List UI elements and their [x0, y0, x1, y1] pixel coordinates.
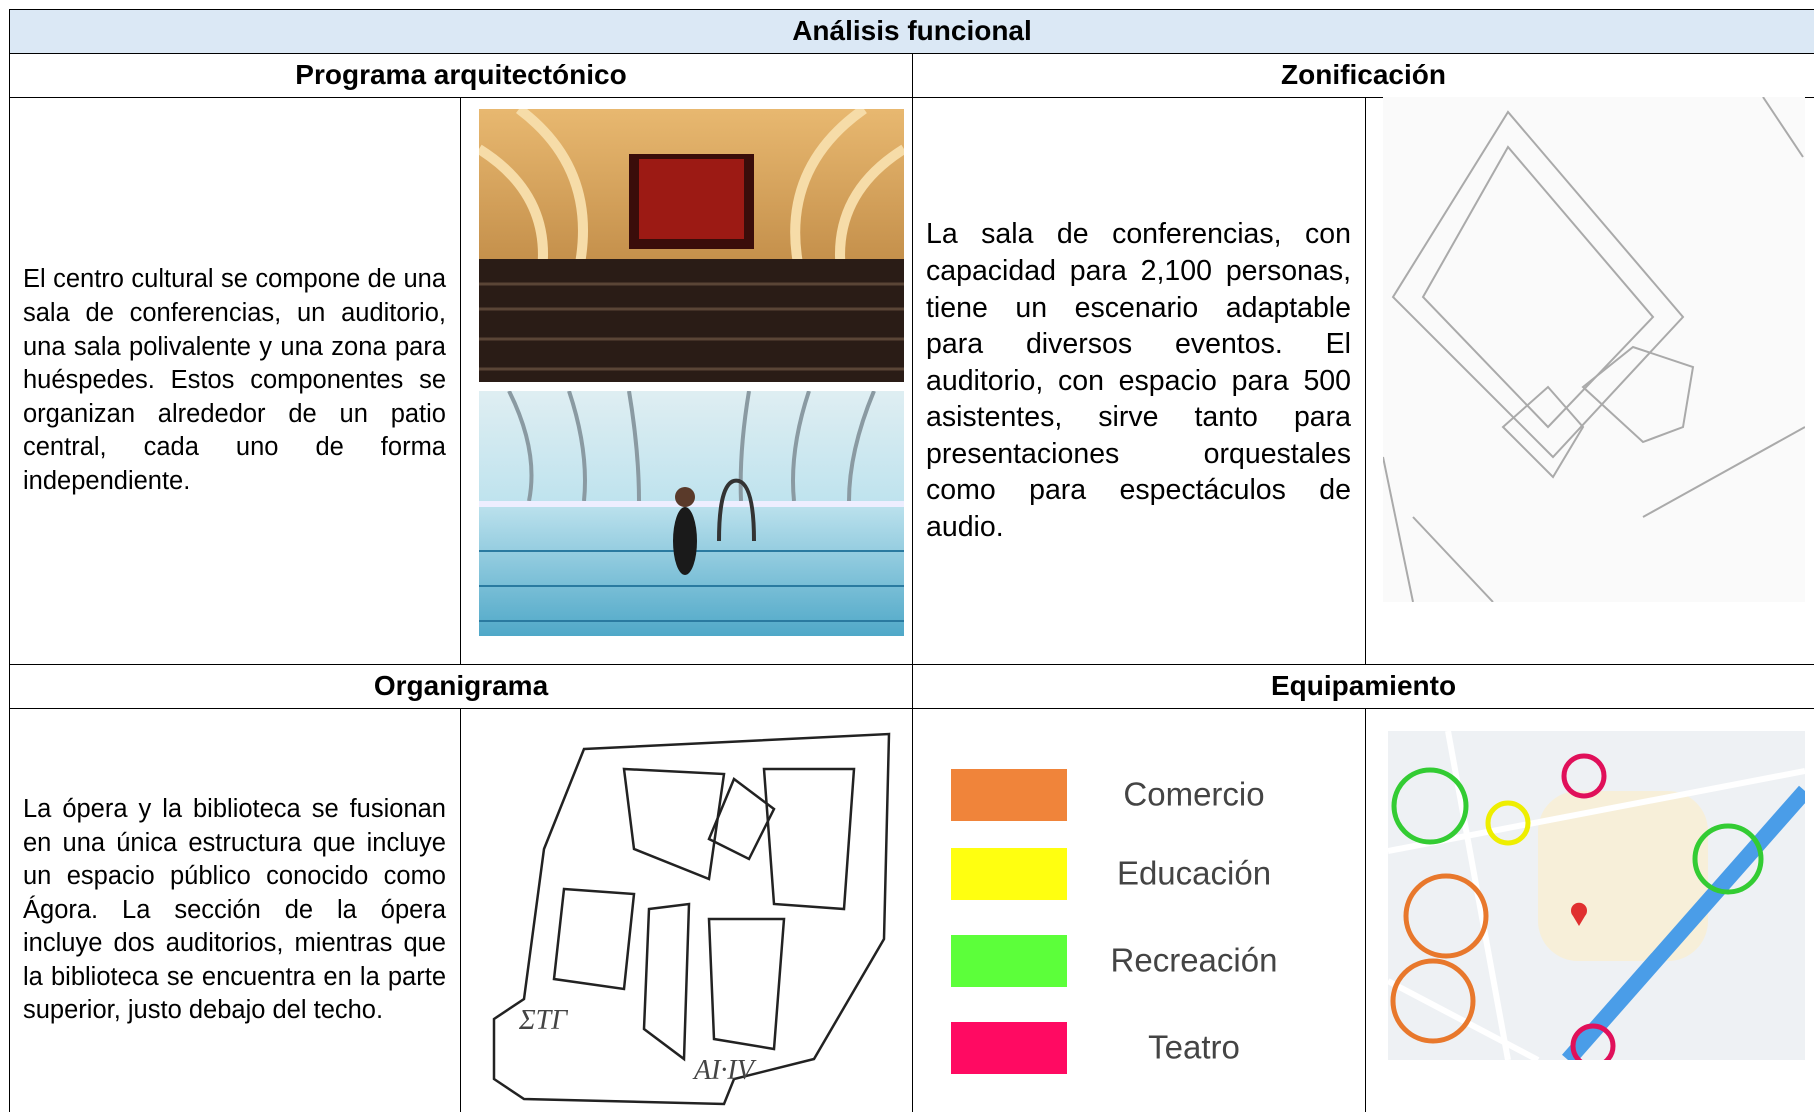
legend-swatch [951, 935, 1067, 987]
image-cell [912, 708, 1365, 1112]
site-plan [1383, 97, 1805, 602]
paragraph: La ópera y la biblioteca se fusionan en … [23, 794, 446, 1025]
table-title: Análisis funcional [9, 9, 1814, 53]
paragraph: El centro cultural se compone de una sal… [23, 265, 446, 495]
section-title: Zonificación [912, 53, 1814, 97]
image-cell [460, 97, 912, 664]
legend-label: Recreación [1111, 942, 1278, 979]
legend-label: Educación [1117, 855, 1271, 892]
paragraph: La sala de conferencias, con capacidad p… [926, 218, 1351, 544]
section-title: Equipamiento [912, 664, 1814, 708]
legend-swatch [951, 1022, 1067, 1074]
text-cell: La sala de conferencias, con capacidad p… [912, 97, 1365, 664]
section-title: Organigrama [9, 664, 912, 708]
pool-photo [479, 391, 904, 636]
legend-swatch [951, 769, 1067, 821]
image-cell [1365, 708, 1814, 1112]
floor-plan: ΣΤΓ ΑΙ·ΙV [484, 729, 897, 1108]
legend-label: Comercio [1123, 776, 1264, 813]
legend-label: Teatro [1148, 1029, 1240, 1066]
text-cell: El centro cultural se compone de una sal… [9, 97, 460, 664]
text-cell: La ópera y la biblioteca se fusionan en … [9, 708, 460, 1112]
svg-text:ΣΤΓ: ΣΤΓ [518, 1005, 568, 1036]
svg-text:ΑΙ·ΙV: ΑΙ·ΙV [692, 1055, 757, 1086]
image-cell [460, 708, 912, 1112]
map [1388, 731, 1805, 1060]
theater-photo [479, 109, 904, 382]
legend-swatch [951, 848, 1067, 900]
legend: Comercio Educación Recreación Teatro [951, 769, 1278, 1074]
section-title: Programa arquitectónico [9, 53, 912, 97]
